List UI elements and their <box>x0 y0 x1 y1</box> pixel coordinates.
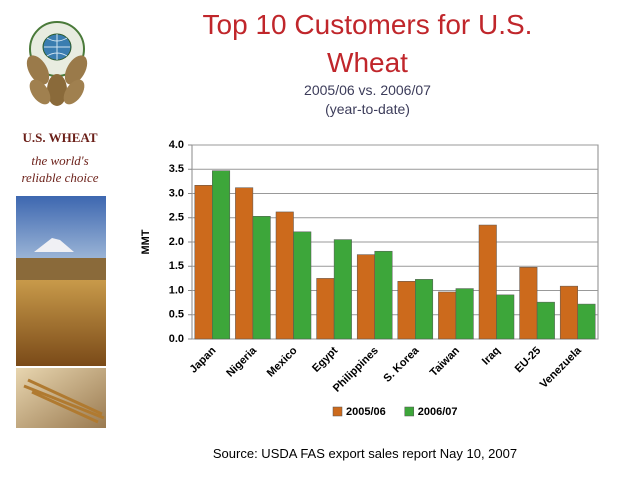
logo <box>26 21 88 106</box>
x-tick-label: Japan <box>188 344 219 375</box>
y-tick-label: 0.0 <box>169 333 184 345</box>
bar <box>194 185 213 340</box>
bar <box>316 278 335 340</box>
x-tick-label: Nigeria <box>224 344 259 379</box>
bar <box>397 281 416 340</box>
bar <box>235 187 254 340</box>
y-axis-label: MMT <box>140 229 152 254</box>
bar <box>496 294 515 340</box>
y-tick-label: 3.5 <box>169 163 184 175</box>
bar <box>356 254 375 340</box>
chart-title: Top 10 Customers for U.S. Wheat <box>202 9 533 78</box>
x-tick-label: S. Korea <box>381 344 422 385</box>
brand-name: U.S. WHEAT <box>22 130 98 145</box>
photos <box>16 196 106 428</box>
x-tick-label: Taiwan <box>428 345 462 379</box>
brand: U.S. WHEAT the world's reliable choice <box>10 130 110 186</box>
y-tick-label: 1.5 <box>169 260 184 272</box>
bar <box>536 301 555 340</box>
bar <box>559 285 578 340</box>
x-tick-label: Iraq <box>480 345 503 368</box>
y-tick-label: 1.0 <box>169 284 184 296</box>
chart: 0.0 0.5 1.0 1.5 2.0 2.5 3.0 3.5 4.0 MMT Japan Niger… <box>140 139 599 418</box>
bar <box>455 288 474 340</box>
legend-swatch <box>404 406 415 417</box>
x-tick-label: Venezuela <box>538 344 585 391</box>
bar <box>333 239 352 340</box>
y-tick-label: 4.0 <box>169 139 184 151</box>
bar <box>577 303 596 340</box>
bar <box>438 291 457 340</box>
legend-label: 2006/07 <box>418 406 458 418</box>
y-tick-label: 3.0 <box>169 187 184 199</box>
y-tick-label: 0.5 <box>169 309 184 321</box>
brand-tagline: the world's reliable choice <box>21 153 99 185</box>
bar <box>478 224 497 340</box>
bar <box>293 231 312 340</box>
source-note: Source: USDA FAS export sales report Nay… <box>212 446 518 461</box>
bar <box>415 279 434 340</box>
bar <box>252 216 271 340</box>
bar <box>519 266 538 340</box>
y-tick-label: 2.0 <box>169 236 184 248</box>
x-tick-label: Egypt <box>310 344 340 374</box>
y-tick-label: 2.5 <box>169 212 184 224</box>
legend-swatch <box>332 406 343 417</box>
x-tick-label: EU-25 <box>513 345 544 376</box>
legend-label: 2005/06 <box>346 406 386 418</box>
x-tick-label: Mexico <box>265 344 300 379</box>
bar <box>275 211 294 340</box>
bar <box>374 250 393 340</box>
bar <box>212 170 231 340</box>
chart-subtitle: 2005/06 vs. 2006/07 (year-to-date) <box>304 82 431 117</box>
